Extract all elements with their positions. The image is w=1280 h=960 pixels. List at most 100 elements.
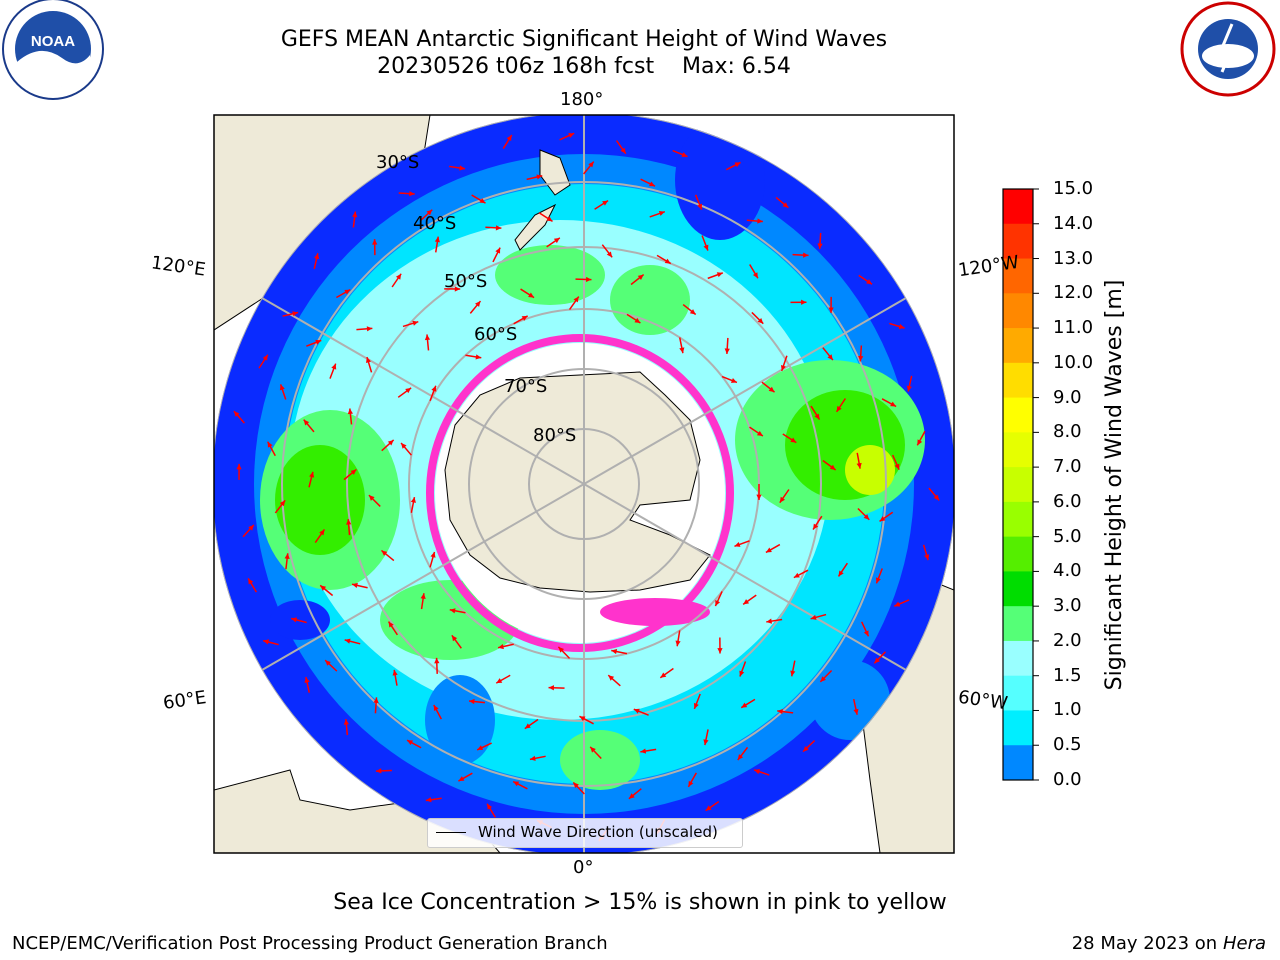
wave-direction-arrowhead	[401, 442, 407, 449]
wave-direction-arrowhead	[766, 618, 773, 624]
wave-direction-arrowhead	[790, 437, 797, 443]
colorbar-tick-label: 15.0	[1053, 178, 1094, 199]
wave-direction-arrowhead	[430, 551, 436, 558]
wave-direction-arrowhead	[548, 685, 555, 691]
wave-direction-arrowhead	[894, 463, 900, 470]
colorbar-tick-label: 1.5	[1053, 664, 1082, 686]
wave-direction-arrowhead	[498, 643, 504, 650]
wave-direction-arrowhead	[368, 495, 375, 501]
wave-direction-arrowhead	[433, 705, 439, 712]
colorbar-band	[1003, 397, 1033, 433]
wave-direction-arrowhead	[434, 657, 440, 664]
wave-direction-arrowhead	[856, 462, 862, 469]
wave-direction-arrowhead	[236, 463, 242, 470]
wave-direction-arrowhead	[434, 236, 440, 243]
wave-direction-arrowhead	[705, 805, 712, 811]
wave-direction-arrowhead	[487, 803, 493, 810]
colorbar-tick-label: 7.0	[1053, 456, 1082, 478]
wind-wave-arrows	[233, 132, 940, 842]
legend-line-icon	[436, 832, 466, 833]
wave-direction-arrowhead	[267, 441, 273, 448]
wave-direction-arrowhead	[703, 244, 709, 251]
colorbar-band	[1003, 640, 1033, 677]
colorbar-tick-label: 6.0	[1053, 490, 1082, 512]
wave-direction-arrowhead	[777, 708, 783, 715]
colorbar-band	[1003, 293, 1033, 329]
wave-direction-arrowhead	[479, 198, 486, 204]
wave-direction-arrowhead	[314, 253, 320, 260]
wave-direction-arrowhead	[331, 363, 337, 370]
wave-direction-arrowhead	[263, 639, 270, 645]
wave-direction-arrowhead	[366, 357, 372, 363]
wave-direction-arrowhead	[803, 252, 809, 258]
wave-direction-arrowhead	[291, 617, 298, 623]
colorbar-tick-label: 10.0	[1053, 351, 1094, 373]
wave-direction-arrowhead	[724, 348, 730, 354]
wave-direction-arrowhead	[350, 469, 357, 475]
wave-direction-arrowhead	[606, 251, 613, 258]
noaa-logo: NOAA	[2, 0, 104, 100]
wave-direction-arrowhead	[853, 708, 859, 715]
wave-direction-arrowhead	[315, 339, 322, 345]
wave-direction-arrowhead	[496, 678, 503, 684]
wave-direction-arrowhead	[779, 496, 786, 503]
wave-direction-arrowhead	[715, 600, 721, 607]
wave-direction-arrowhead	[553, 237, 560, 244]
antarctica-land	[444, 371, 711, 593]
wave-direction-arrowhead	[730, 378, 737, 383]
wave-direction-arrowhead	[424, 334, 431, 341]
lat-label-80s: 80°S	[533, 425, 577, 446]
wave-direction-arrowhead	[344, 638, 351, 644]
wave-direction-arrowhead	[697, 203, 703, 210]
wave-direction-arrowhead	[573, 782, 579, 789]
wave-direction-arrowhead	[906, 385, 912, 392]
colorbar-band	[1003, 710, 1033, 746]
wave-direction-arrowhead	[757, 318, 764, 324]
wave-direction-arrowhead	[477, 745, 484, 750]
wave-direction-arrowhead	[836, 405, 842, 412]
wave-direction-arrowhead	[780, 364, 786, 371]
wave-direction-arrowhead	[813, 523, 819, 530]
wave-direction-arrowhead	[863, 514, 870, 520]
wave-direction-arrowhead	[734, 541, 741, 547]
lon-label-180: 180°	[560, 89, 604, 110]
wave-direction-arrowhead	[319, 529, 325, 536]
colorbar-band	[1003, 745, 1033, 781]
wave-direction-arrowhead	[611, 649, 618, 655]
lat-label-50s: 50°S	[444, 271, 488, 292]
colorbar-band	[1003, 606, 1033, 642]
colorbar-tick-label: 13.0	[1053, 247, 1094, 269]
wave-direction-arrowhead	[588, 161, 594, 168]
lat-label-70s: 70°S	[504, 376, 548, 397]
wave-direction-arrowhead	[407, 740, 414, 746]
wave-direction-arrowhead	[768, 386, 775, 393]
wave-direction-arrowhead	[459, 165, 466, 171]
lat-label-30s: 30°S	[376, 152, 420, 173]
lon-label-0: 0°	[573, 857, 594, 878]
wave-direction-arrowhead	[658, 210, 665, 216]
wave-direction-arrowhead	[524, 723, 531, 729]
colorbar-tick-label: 0.5	[1053, 734, 1082, 756]
wave-direction-arrowhead	[782, 202, 789, 208]
colorbar-band	[1003, 432, 1033, 468]
colorbar-band	[1003, 258, 1033, 294]
wave-direction-arrowhead	[679, 347, 685, 354]
colorbar-band	[1003, 501, 1033, 538]
wave-direction-arrowhead	[620, 147, 626, 154]
wave-direction-arrowhead	[233, 411, 240, 417]
wave-direction-arrowhead	[536, 174, 543, 180]
chart-title: GEFS MEAN Antarctic Significant Height o…	[280, 27, 888, 52]
wave-direction-arrowhead	[586, 276, 592, 283]
wave-direction-arrowhead	[739, 670, 745, 677]
wave-direction-arrowhead	[451, 635, 458, 642]
wave-direction-arrowhead	[392, 669, 398, 676]
wave-direction-arrowhead	[279, 500, 286, 507]
wave-direction-arrowhead	[649, 181, 656, 187]
wave-direction-arrowhead	[664, 258, 671, 264]
wave-direction-arrowhead	[756, 430, 763, 437]
wave-direction-arrowhead	[633, 708, 640, 714]
colorbar-tick-label: 12.0	[1053, 282, 1094, 304]
wave-direction-arrowhead	[372, 239, 378, 245]
wave-direction-arrowhead	[875, 577, 881, 584]
wave-direction-arrowhead	[757, 218, 763, 224]
